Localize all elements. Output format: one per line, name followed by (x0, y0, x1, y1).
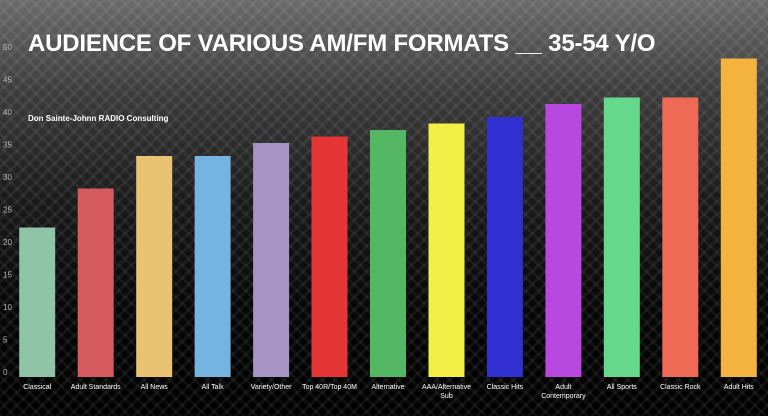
bar (19, 227, 56, 377)
x-tick-label: Variety/Other (251, 384, 292, 391)
y-tick-label: 30 (3, 173, 12, 182)
bar (77, 188, 114, 377)
x-tick-label-line: Contemporary (541, 393, 586, 400)
y-tick-label: 5 (3, 336, 8, 345)
x-tick-label-line: Variety/Other (251, 384, 292, 391)
x-tick-label: All Sports (607, 384, 637, 391)
bar (311, 136, 348, 377)
bar (662, 97, 699, 377)
x-tick-label: All News (141, 384, 169, 391)
bar (603, 97, 640, 377)
chart-subtitle: Don Sainte-Johnn RADIO Consulting (28, 114, 169, 123)
bar (370, 130, 406, 377)
x-tick-label: Classical (23, 384, 51, 391)
x-tick-label-line: Adult Standards (71, 384, 121, 391)
y-tick-label: 0 (3, 368, 8, 377)
x-tick-label-line: Adult Hits (724, 384, 754, 391)
x-tick-label-line: Classical (23, 384, 51, 391)
bar (194, 156, 231, 377)
bar (545, 104, 582, 377)
x-tick-label-line: All News (141, 384, 169, 391)
x-tick-label-line: Classic Hits (487, 384, 524, 391)
x-tick-label-line: All Talk (202, 384, 225, 391)
chart-title: AUDIENCE OF VARIOUS AM/FM FORMATS __ 35-… (28, 30, 656, 57)
bar (486, 117, 523, 377)
x-tick-label: Alternative (371, 384, 404, 391)
x-tick-label-line: All Sports (607, 384, 637, 391)
x-tick-label-line: Sub (440, 393, 453, 400)
x-tick-label: All Talk (202, 384, 225, 391)
y-tick-label: 10 (3, 303, 12, 312)
x-tick-label: Adult Hits (724, 384, 754, 391)
x-tick-label-line: Classic Rock (660, 384, 701, 391)
x-tick-label: Classic Rock (660, 384, 701, 391)
x-tick-label-line: AAA/Alternative (422, 384, 471, 391)
bar (720, 58, 757, 377)
bar (136, 156, 173, 377)
x-tick-label-line: Alternative (371, 384, 404, 391)
y-tick-label: 20 (3, 238, 12, 247)
y-tick-label: 40 (3, 108, 12, 117)
x-tick-label: Adult Standards (71, 384, 121, 391)
bar (428, 123, 465, 377)
x-tick-label: Top 40R/Top 40M (302, 384, 357, 391)
y-tick-label: 25 (3, 206, 12, 215)
y-tick-label: 45 (3, 76, 12, 85)
x-tick-label-line: Adult (555, 384, 571, 391)
y-tick-label: 15 (3, 271, 12, 280)
bar (253, 143, 290, 377)
x-tick-label: Adult Contemporary (541, 384, 586, 400)
x-tick-label: Classic Hits (487, 384, 524, 391)
y-tick-label: 35 (3, 141, 12, 150)
x-tick-label: AAA/Alternative Sub (422, 384, 471, 400)
y-tick-label: 50 (3, 43, 12, 52)
x-tick-label-line: Top 40R/Top 40M (302, 384, 357, 391)
